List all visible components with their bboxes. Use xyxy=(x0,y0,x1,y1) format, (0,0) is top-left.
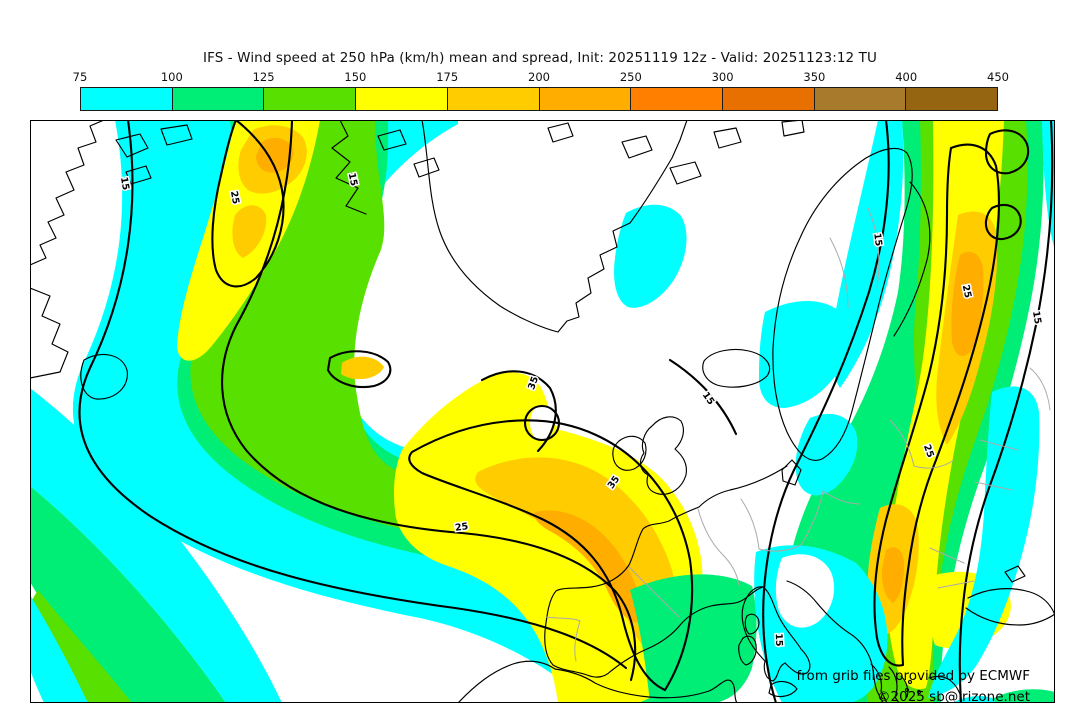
svg-text:15: 15 xyxy=(1030,310,1043,325)
fill-bottom-right-green xyxy=(985,689,1055,703)
map-container: 15 15 15 15 15 15 25 25 25 25 35 35 from… xyxy=(30,120,1055,703)
map-frame xyxy=(30,120,1055,703)
colorbar-tick-label: 350 xyxy=(803,70,826,84)
fill-norway-cyan xyxy=(758,300,849,408)
colorbar-segment xyxy=(539,88,632,110)
colorbar-tick-label: 175 xyxy=(436,70,459,84)
fill-east-band-orange-south xyxy=(881,547,905,603)
fill-flank-ygreen xyxy=(32,590,132,703)
colorbar-tick-label: 300 xyxy=(711,70,734,84)
fill-jet2-yellow xyxy=(394,372,703,703)
weather-map-canvas: 15 15 15 15 15 15 25 25 25 25 35 35 from… xyxy=(30,120,1055,703)
colorbar-segment xyxy=(906,88,998,110)
fill-east-band-cyan-west-channel xyxy=(830,120,904,388)
fill-jet1-gold-tail xyxy=(232,205,267,258)
contour-label-25: 25 xyxy=(453,520,471,536)
fill-greenland-sea-cyan xyxy=(614,204,687,308)
colorbar-segment xyxy=(172,88,265,110)
country-borders xyxy=(545,207,1051,662)
contour-label-25: 25 xyxy=(958,282,975,300)
colorbar-tick-label: 400 xyxy=(895,70,918,84)
fill-east-band-orange-north xyxy=(951,251,984,357)
coastlines xyxy=(30,120,1055,703)
colorbar-segment xyxy=(722,88,815,110)
colorbar-tick-label: 200 xyxy=(528,70,550,84)
colorbar-tick-label: 450 xyxy=(987,70,1009,84)
svg-text:25: 25 xyxy=(960,284,974,299)
fill-white-hole xyxy=(530,405,554,441)
fill-jet1-orange xyxy=(256,137,294,173)
colorbar-tick-label: 75 xyxy=(72,70,88,84)
fill-corner-white-wedge xyxy=(30,672,40,703)
attribution-copyright: ©2025 sb@irizone.net xyxy=(877,689,1030,703)
colorbar-tick-label: 150 xyxy=(344,70,367,84)
contour-label-15: 15 xyxy=(116,175,132,193)
fill-bottom-right-cyan xyxy=(952,695,996,703)
svg-text:25: 25 xyxy=(454,521,469,534)
colorbar-tick-label: 100 xyxy=(160,70,183,84)
fill-biscay-gold xyxy=(341,356,384,380)
fill-flank-corner-cyan xyxy=(30,595,88,703)
fill-ukraine-cyan xyxy=(928,386,1040,698)
colorbar xyxy=(80,87,998,111)
contour-label-15: 15 xyxy=(344,170,361,188)
colorbar-segment xyxy=(447,88,540,110)
fill-corridor-green xyxy=(630,574,757,703)
colorbar-segment xyxy=(631,88,723,110)
contour-label-15: 15 xyxy=(1028,309,1044,327)
svg-text:15: 15 xyxy=(346,172,360,187)
fill-jet2-orange xyxy=(534,510,644,623)
fill-flank-cyan xyxy=(30,388,282,703)
chart-title: IFS - Wind speed at 250 hPa (km/h) mean … xyxy=(203,50,877,66)
colorbar-segment xyxy=(264,88,357,110)
attribution-source: from grib files provided by ECMWF xyxy=(797,668,1030,684)
svg-text:25: 25 xyxy=(228,190,241,205)
contour-label-15: 15 xyxy=(771,632,785,649)
colorbar-tick-label: 125 xyxy=(252,70,275,84)
spread-contours xyxy=(78,120,1054,703)
colorbar-segment xyxy=(81,88,173,110)
svg-text:15: 15 xyxy=(871,232,884,247)
colorbar-segment xyxy=(356,88,448,110)
colorbar-tick-labels: 75 100 125 150 175 200 250 300 350 400 450 xyxy=(73,70,1009,84)
colorbar-tick-label: 250 xyxy=(619,70,642,84)
svg-text:15: 15 xyxy=(773,633,784,647)
contour-label-25: 25 xyxy=(226,189,242,207)
svg-text:15: 15 xyxy=(118,176,131,191)
contour-label-15: 15 xyxy=(870,231,886,249)
colorbar-segment xyxy=(814,88,907,110)
